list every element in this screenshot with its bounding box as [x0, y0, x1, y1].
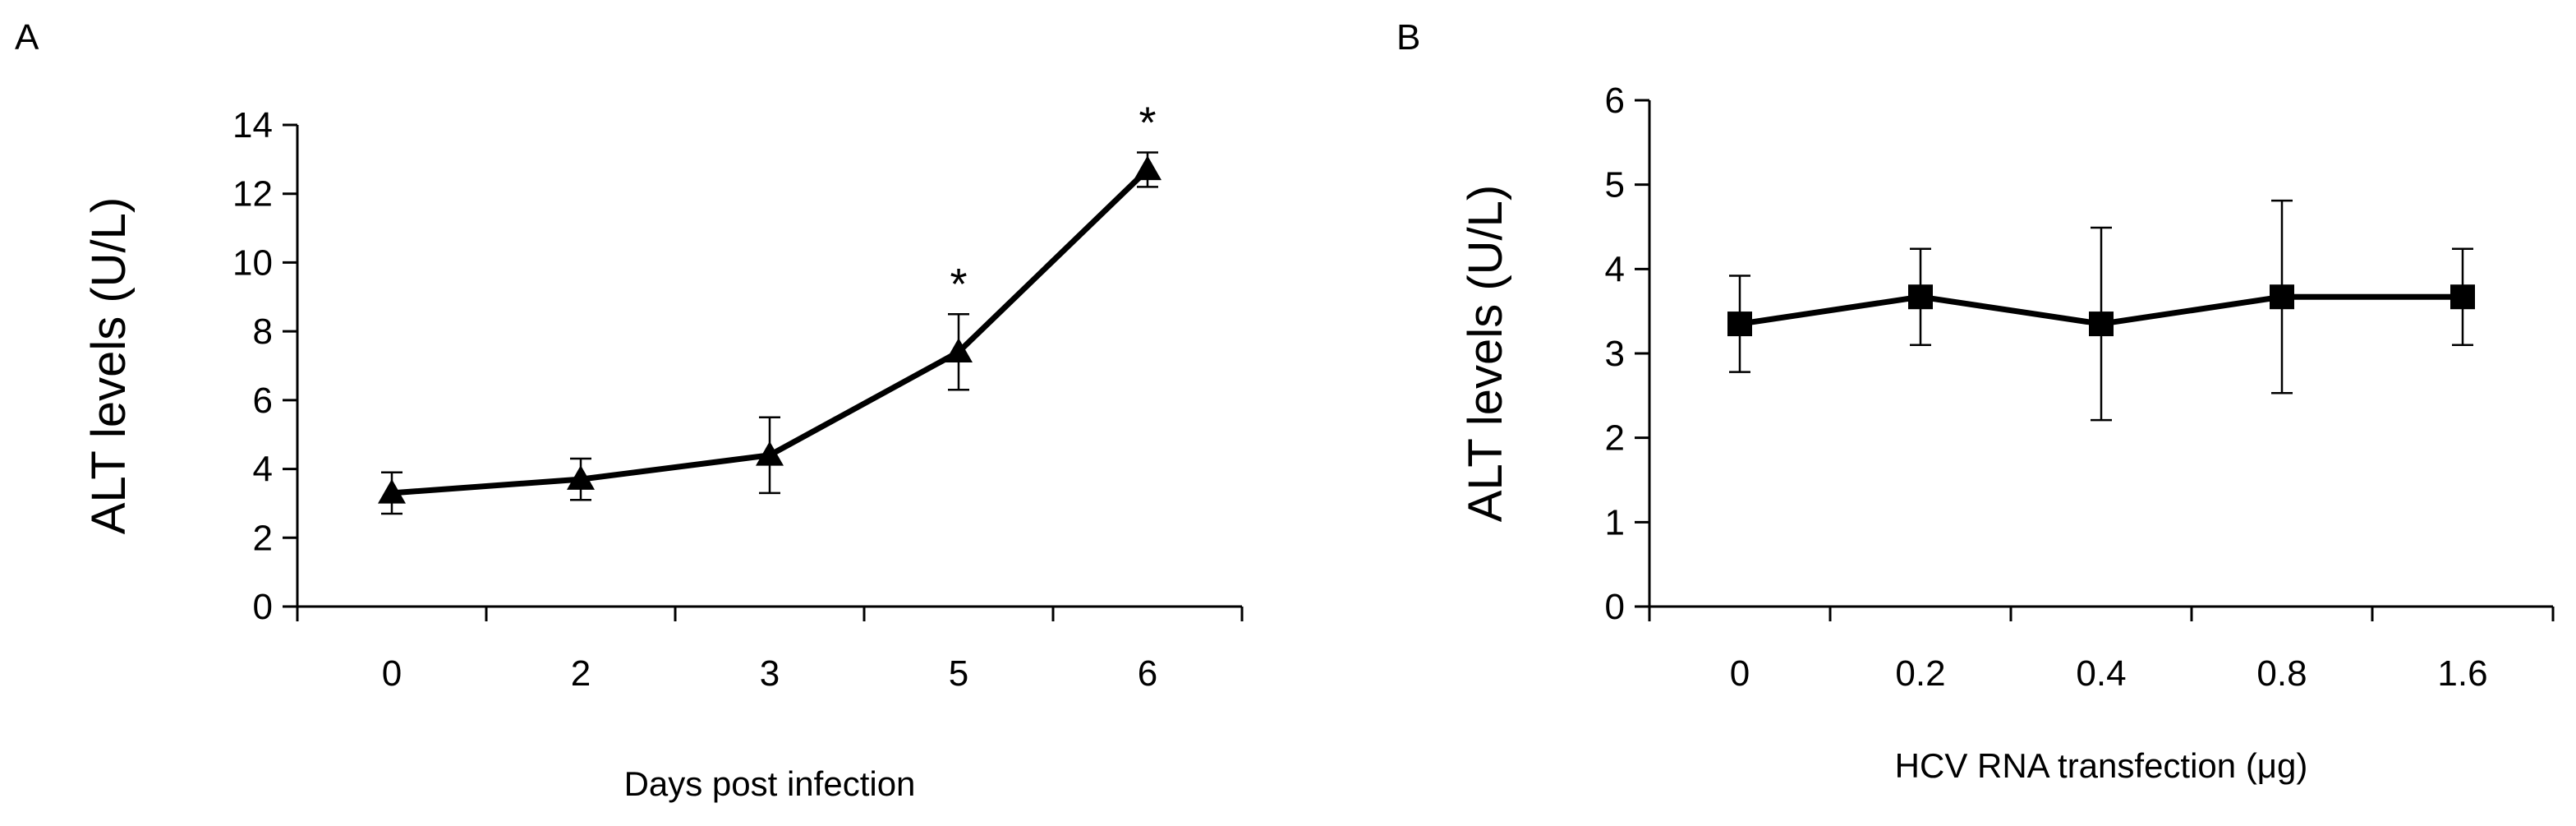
panel-a-data-point — [945, 338, 973, 363]
panel-a-y-tick-label: 12 — [232, 174, 273, 215]
panel-b-x-axis-label: HCV RNA transfection (μg) — [1895, 746, 2308, 785]
panel-b-data-point — [2270, 284, 2294, 310]
panel-a-data-point — [756, 441, 784, 466]
panel-b-y-tick-label: 4 — [1605, 249, 1625, 289]
panel-a-y-axis-label: ALT levels (U/L) — [82, 197, 136, 534]
panel-a-letter: A — [15, 17, 39, 58]
panel-a-x-axis-label: Days post infection — [624, 764, 916, 803]
panel-a-chart: A 0 2 4 6 8 10 12 14 0 2 3 5 6 ALT levels (U/L) Days p… — [15, 17, 1244, 803]
panel-b-y-tick-label: 5 — [1605, 165, 1625, 205]
panel-b-y-tick-label: 2 — [1605, 418, 1625, 459]
panel-b-x-tick-label: 1.6 — [2437, 653, 2487, 694]
panel-a-y-tick-label: 6 — [253, 381, 273, 421]
panel-a-x-tick-label: 5 — [949, 653, 968, 694]
panel-b-data-point — [2089, 311, 2114, 337]
panel-b-y-tick-label: 6 — [1605, 81, 1625, 121]
panel-a-x-tick-label: 3 — [760, 653, 780, 694]
panel-a-data-point — [1134, 155, 1162, 181]
panel-b-y-tick-label: 3 — [1605, 334, 1625, 374]
panel-a-data-point — [567, 465, 595, 490]
panel-b-chart: B 0 1 2 3 4 5 6 0 0.2 0.4 0.8 1.6 ALT levels (U/L) HC… — [1396, 17, 2555, 785]
panel-a-significance-marker: * — [950, 260, 967, 309]
panel-b-x-tick-label: 0.8 — [2256, 653, 2307, 694]
panel-a-y-tick-label: 8 — [253, 311, 273, 352]
panel-b-y-tick-label: 1 — [1605, 502, 1625, 542]
panel-b-x-tick-label: 0.2 — [1895, 653, 1945, 694]
panel-a-y-tick-label: 4 — [253, 450, 273, 490]
panel-a-x-tick-label: 0 — [382, 653, 402, 694]
panel-a-y-tick-label: 14 — [232, 105, 273, 145]
panel-a-x-tick-label: 6 — [1138, 653, 1157, 694]
panel-a-y-tick-label: 10 — [232, 242, 273, 283]
panel-b-x-tick-label: 0.4 — [2076, 653, 2126, 694]
panel-b-data-point — [2450, 284, 2475, 310]
panel-b-y-axis-label: ALT levels (U/L) — [1459, 185, 1512, 522]
panel-a-data-point — [378, 478, 406, 504]
panel-a-significance-marker: * — [1138, 98, 1156, 147]
panel-a-y-tick-label: 2 — [253, 518, 273, 558]
panel-b-data-point — [1727, 311, 1752, 337]
panel-b-y-tick-label: 0 — [1605, 587, 1625, 627]
panel-b-x-tick-label: 0 — [1730, 653, 1750, 694]
panel-b-data-point — [1908, 284, 1933, 310]
panel-b-letter: B — [1396, 17, 1420, 58]
panel-a-x-tick-label: 2 — [571, 653, 591, 694]
panel-a-y-tick-label: 0 — [253, 587, 273, 627]
